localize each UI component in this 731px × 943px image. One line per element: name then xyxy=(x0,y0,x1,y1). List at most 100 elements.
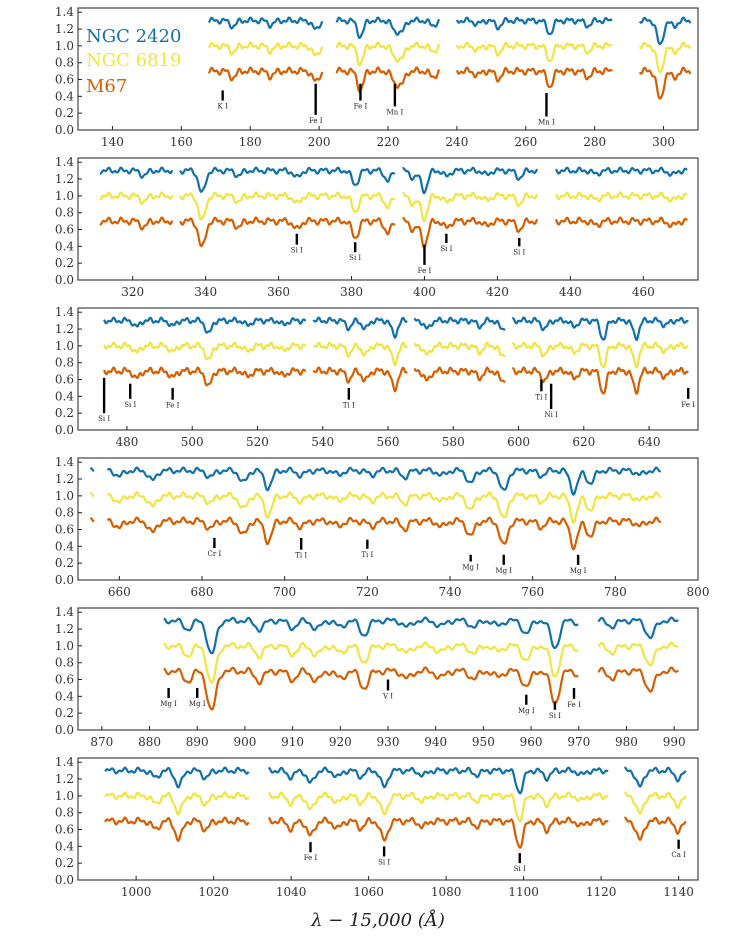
series-ngc-6819-panel-2 xyxy=(99,191,688,223)
line-label: Fe I xyxy=(166,402,180,410)
line-label: Si I xyxy=(549,712,561,720)
y-tick-label: 0.4 xyxy=(55,539,74,553)
line-label: Ti I xyxy=(535,393,547,401)
panel-4-frame xyxy=(77,457,699,581)
y-tick-label: 0.4 xyxy=(55,89,74,103)
x-tick-label: 580 xyxy=(442,435,465,449)
x-tick-label: 640 xyxy=(638,435,661,449)
panel-3: 0.0 0.2 0.4 0.6 0.8 1.0 1.2 1.4 480 500 520 540 560 5… xyxy=(55,305,699,449)
series-ngc-6819-panel-4 xyxy=(89,491,662,524)
x-tick-label: 1100 xyxy=(508,885,539,899)
series-ngc-2420-panel-5 xyxy=(163,616,679,655)
line-label: Mg I xyxy=(189,700,206,708)
line-label: Mn I xyxy=(387,108,404,116)
y-tick-label: 1.4 xyxy=(55,605,74,619)
panel-6-frame xyxy=(77,757,699,881)
series-ngc-2420-panel-6 xyxy=(104,766,687,795)
series-ngc-2420-panel-1 xyxy=(207,16,692,45)
y-tick-label: 1.2 xyxy=(55,172,74,186)
y-tick-label: 1.4 xyxy=(55,305,74,319)
y-tick-label: 0.6 xyxy=(55,823,74,837)
panel-5: 0.0 0.2 0.4 0.6 0.8 1.0 1.2 1.4 870 880 890 900 910 9… xyxy=(55,605,699,749)
line-label: Ca I xyxy=(671,851,686,859)
x-tick-label: 960 xyxy=(520,735,543,749)
x-tick-label: 380 xyxy=(340,285,363,299)
y-tick-label: 1.0 xyxy=(55,489,74,503)
series-m67-panel-1 xyxy=(207,66,692,100)
y-tick-label: 0.0 xyxy=(55,723,74,737)
series-ngc-6819-panel-6 xyxy=(104,791,687,823)
y-tick-label: 0.2 xyxy=(55,106,74,120)
y-tick-label: 1.4 xyxy=(55,5,74,19)
line-label: V I xyxy=(382,692,393,700)
y-tick-label: 0.6 xyxy=(55,373,74,387)
panel-1: 0.0 0.2 0.4 0.6 0.8 1.0 1.2 1.4 140 160 180 200 220 2… xyxy=(55,5,699,149)
x-tick-label: 660 xyxy=(108,585,131,599)
x-tick-label: 340 xyxy=(194,285,217,299)
x-tick-label: 1140 xyxy=(663,885,694,899)
x-axis-label: λ − 15,000 (Å) xyxy=(310,909,445,931)
y-tick-label: 0.4 xyxy=(55,389,74,403)
x-tick-label: 1040 xyxy=(276,885,307,899)
y-tick-label: 1.2 xyxy=(55,22,74,36)
line-label: Si I xyxy=(378,858,390,866)
y-tick-label: 0.0 xyxy=(55,123,74,137)
line-label: Si I xyxy=(440,245,452,253)
x-tick-label: 700 xyxy=(273,585,296,599)
y-tick-label: 1.4 xyxy=(55,155,74,169)
y-tick-label: 0.2 xyxy=(55,706,74,720)
line-label: Mg I xyxy=(518,707,535,715)
legend-ngc2420: NGC 2420 xyxy=(86,26,181,47)
y-tick-label: 0.0 xyxy=(55,423,74,437)
x-tick-label: 220 xyxy=(377,135,400,149)
line-label: Cr I xyxy=(208,550,222,558)
panel-4: 0.0 0.2 0.4 0.6 0.8 1.0 1.2 1.4 660 680 700 720 740 7… xyxy=(55,455,710,599)
line-label: Si I xyxy=(291,247,303,255)
series-ngc-6819-panel-5 xyxy=(163,641,679,684)
legend: NGC 2420 NGC 6819 M67 xyxy=(86,26,181,97)
y-tick-label: 0.2 xyxy=(55,556,74,570)
line-label: Ti I xyxy=(343,402,355,410)
line-label: Mg I xyxy=(495,567,512,575)
x-tick-label: 140 xyxy=(101,135,124,149)
y-tick-label: 1.2 xyxy=(55,772,74,786)
x-tick-label: 160 xyxy=(170,135,193,149)
series-ngc-2420-panel-4 xyxy=(89,466,662,496)
y-tick-label: 0.6 xyxy=(55,673,74,687)
x-tick-label: 720 xyxy=(356,585,379,599)
y-tick-label: 1.0 xyxy=(55,189,74,203)
x-tick-label: 620 xyxy=(572,435,595,449)
y-tick-label: 1.4 xyxy=(55,455,74,469)
x-tick-label: 920 xyxy=(329,735,352,749)
x-tick-label: 1060 xyxy=(353,885,384,899)
x-tick-label: 1120 xyxy=(586,885,617,899)
legend-ngc6819: NGC 6819 xyxy=(86,50,181,71)
x-tick-label: 930 xyxy=(377,735,400,749)
line-label: Si I xyxy=(514,865,526,873)
x-tick-label: 740 xyxy=(439,585,462,599)
x-tick-label: 300 xyxy=(652,135,675,149)
y-tick-label: 0.4 xyxy=(55,839,74,853)
y-tick-label: 1.4 xyxy=(55,755,74,769)
x-tick-label: 560 xyxy=(377,435,400,449)
line-label: Fe I xyxy=(304,854,318,862)
line-label: Si I xyxy=(513,248,525,256)
x-tick-label: 990 xyxy=(663,735,686,749)
x-tick-label: 800 xyxy=(687,585,710,599)
y-tick-label: 0.8 xyxy=(55,356,74,370)
line-label: Si I xyxy=(124,401,136,409)
series-ngc-2420-panel-3 xyxy=(103,316,689,341)
x-tick-label: 460 xyxy=(632,285,655,299)
x-tick-label: 600 xyxy=(507,435,530,449)
y-tick-label: 0.0 xyxy=(55,873,74,887)
x-tick-label: 480 xyxy=(115,435,138,449)
line-label: Si I xyxy=(349,254,361,262)
line-label: Fe I xyxy=(681,401,695,409)
x-tick-label: 760 xyxy=(521,585,544,599)
panel-2: 0.0 0.2 0.4 0.6 0.8 1.0 1.2 1.4 320 340 360 380 400 4… xyxy=(55,155,699,299)
series-ngc-2420-panel-2 xyxy=(99,166,688,195)
x-tick-label: 910 xyxy=(281,735,304,749)
line-label: Mn I xyxy=(538,119,555,127)
x-tick-label: 440 xyxy=(559,285,582,299)
